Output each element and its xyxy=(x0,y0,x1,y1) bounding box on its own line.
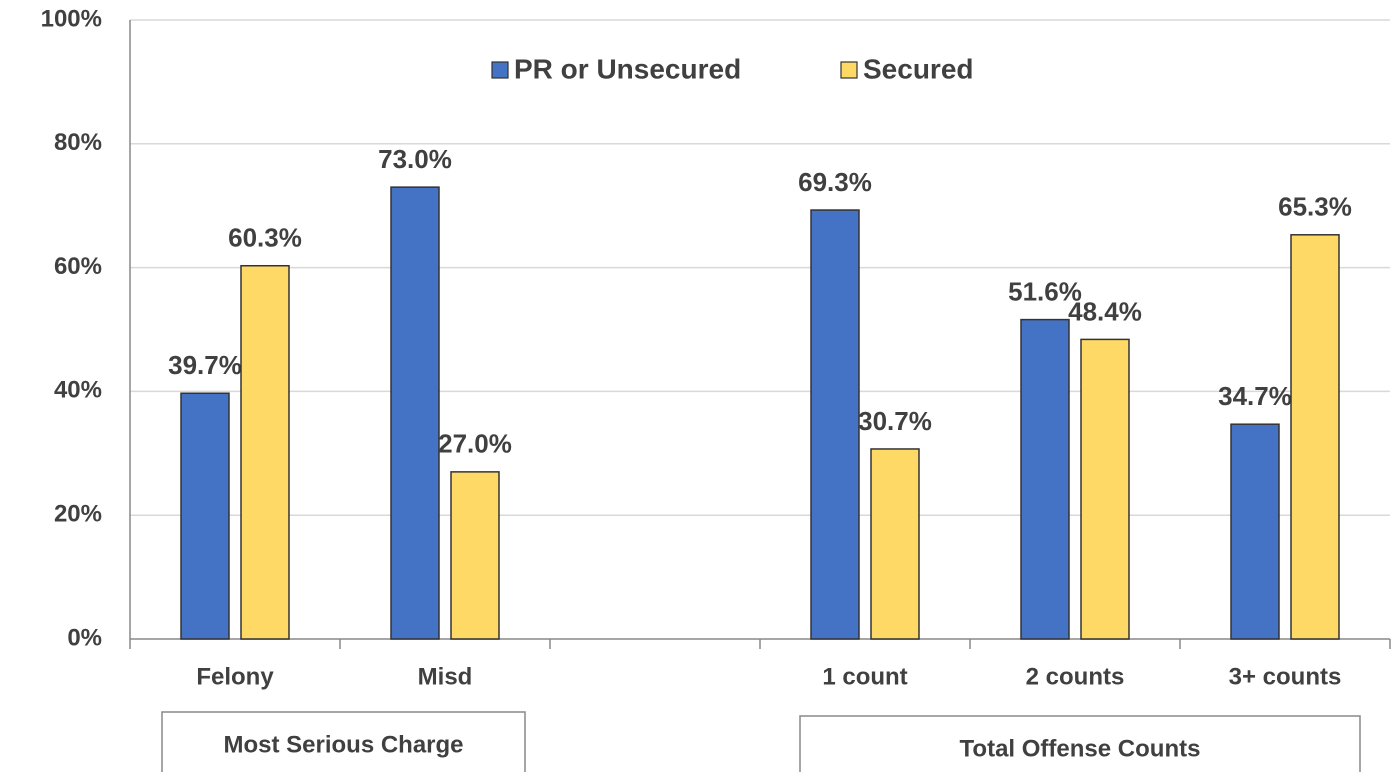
bar xyxy=(240,264,290,640)
y-tick-label: 60% xyxy=(54,253,102,280)
x-tick-label: 1 count xyxy=(822,663,907,690)
data-label: 65.3% xyxy=(1278,192,1352,222)
data-label: 73.0% xyxy=(378,144,452,174)
legend-label: Secured xyxy=(863,53,974,84)
y-tick-label: 20% xyxy=(54,501,102,528)
bar xyxy=(1080,338,1130,640)
y-tick-label: 80% xyxy=(54,129,102,156)
data-label: 51.6% xyxy=(1008,276,1082,306)
bar xyxy=(180,392,230,640)
data-label: 48.4% xyxy=(1068,296,1142,326)
data-label: 34.7% xyxy=(1218,381,1292,411)
bar xyxy=(1020,318,1070,640)
bar xyxy=(450,471,500,640)
legend-swatch xyxy=(491,61,509,79)
data-label: 60.3% xyxy=(228,223,302,253)
data-label: 69.3% xyxy=(798,167,872,197)
legend-swatch xyxy=(840,61,858,79)
x-tick-label: Felony xyxy=(196,663,274,690)
group-box xyxy=(161,711,526,772)
group-label: Most Serious Charge xyxy=(223,731,463,758)
y-tick-label: 100% xyxy=(41,5,102,32)
y-tick-label: 0% xyxy=(67,624,102,651)
bar xyxy=(810,209,860,640)
bar xyxy=(870,448,920,640)
group-label: Total Offense Counts xyxy=(960,735,1201,762)
y-tick-label: 40% xyxy=(54,377,102,404)
bar xyxy=(1290,234,1340,640)
x-tick-label: 3+ counts xyxy=(1229,663,1342,690)
group-box xyxy=(799,715,1361,772)
x-tick-label: 2 counts xyxy=(1026,663,1125,690)
x-tick-label: Misd xyxy=(418,663,473,690)
bar xyxy=(390,186,440,640)
data-label: 27.0% xyxy=(438,429,512,459)
legend-label: PR or Unsecured xyxy=(514,53,741,84)
data-label: 30.7% xyxy=(858,406,932,436)
data-label: 39.7% xyxy=(168,350,242,380)
bar xyxy=(1230,423,1280,640)
